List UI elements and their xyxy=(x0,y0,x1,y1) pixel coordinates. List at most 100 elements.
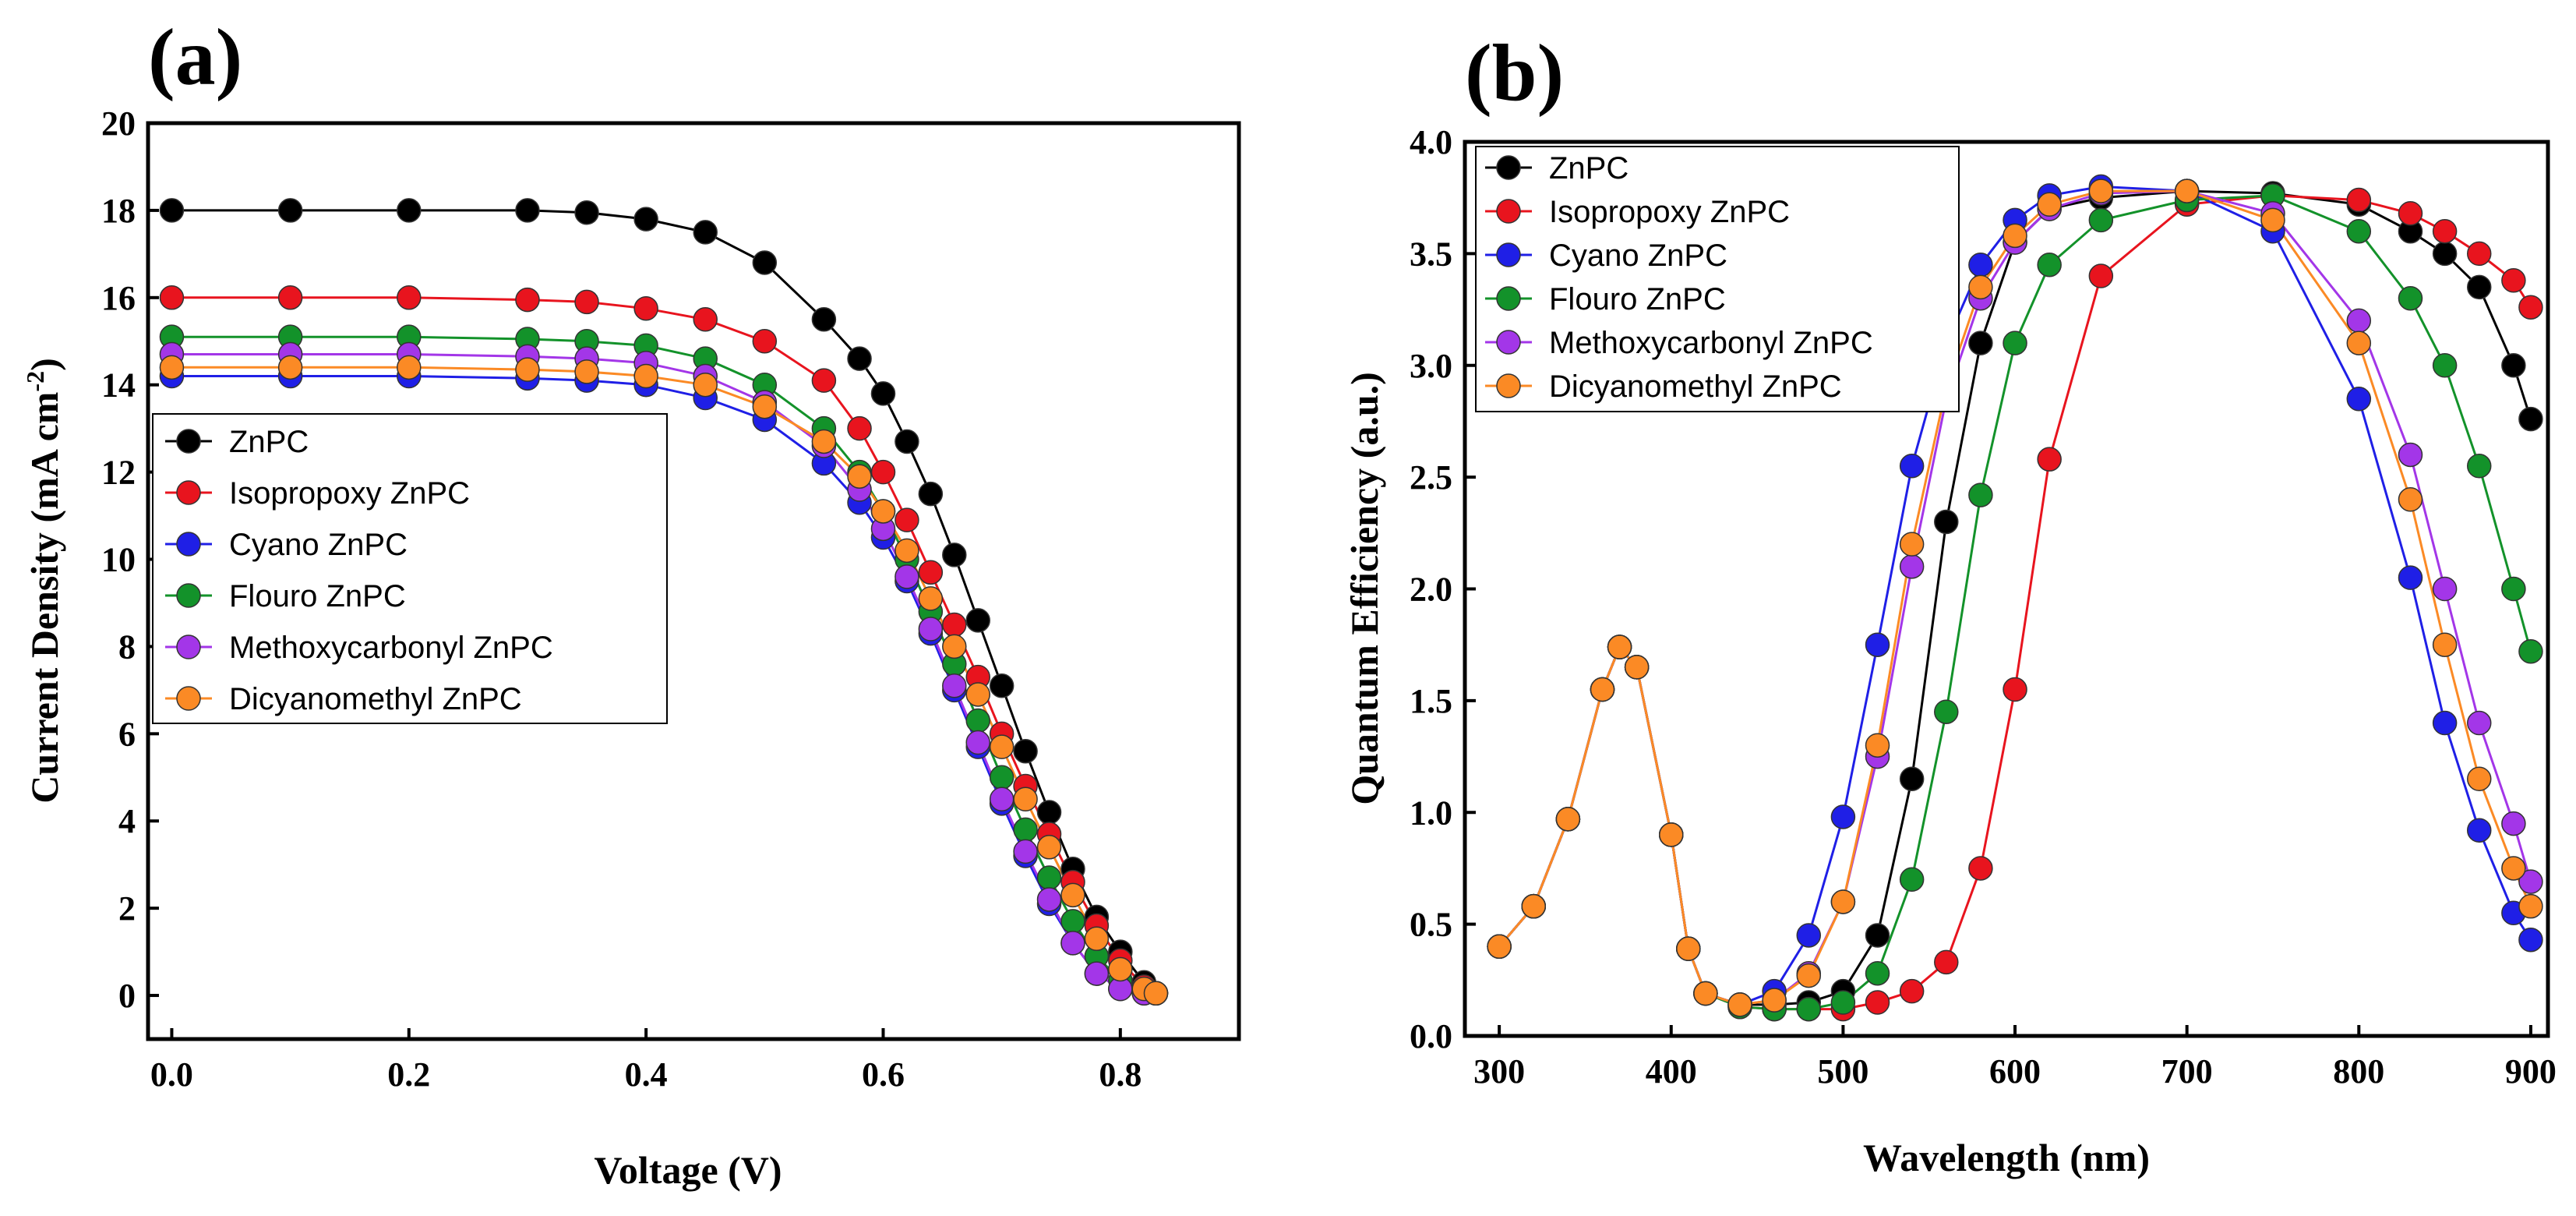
panel-b-data-point xyxy=(1968,274,1993,300)
panel-a-plot-frame xyxy=(146,121,1241,1041)
panel-a-data-point xyxy=(1060,931,1085,956)
panel-a-data-point xyxy=(574,359,599,384)
panel-b-label: (b) xyxy=(1465,28,1564,118)
panel-a-data-point xyxy=(633,363,658,389)
panel-b-legend-label: Isopropoxy ZnPC xyxy=(1549,195,1790,229)
panel-b-xlabel: Wavelength (nm) xyxy=(1863,1136,2150,1179)
panel-a-data-point xyxy=(1084,926,1110,952)
panel-a-ytick-label: 4 xyxy=(118,802,136,840)
panel-a-data-point xyxy=(752,250,778,275)
panel-a-xtick-label: 0.4 xyxy=(625,1055,668,1094)
panel-a-data-point xyxy=(633,207,658,232)
panel-b-data-point xyxy=(2466,274,2492,300)
panel-a-data-point xyxy=(1084,961,1110,986)
panel-a-xtick-label: 0.6 xyxy=(862,1055,905,1094)
panel-b-data-point xyxy=(2466,766,2492,791)
panel-a-ytick-label: 10 xyxy=(101,541,136,579)
panel-b-data-point xyxy=(1968,252,1993,277)
panel-a-legend: ZnPC Isopropoxy ZnPC Cyano ZnPC Flouro ZnPC… xyxy=(152,413,668,724)
panel-b-legend-box xyxy=(1475,146,1960,412)
panel-a: (a) 0.0 0.2 0.4 0.6 0.8 0 2 4 6 8 10 12 14 16 18 20 Vol… xyxy=(21,12,1241,1192)
panel-b-data-point xyxy=(2398,565,2423,590)
panel-b-data-point xyxy=(1762,988,1787,1013)
panel-a-data-point xyxy=(870,459,896,485)
panel-a-legend-marker xyxy=(176,429,201,454)
panel-b-data-point xyxy=(1555,807,1581,832)
panel-b-legend-label: Methoxycarbonyl ZnPC xyxy=(1549,326,1873,360)
panel-b-data-point xyxy=(1487,934,1512,960)
panel-a-data-point xyxy=(847,464,872,489)
panel-b-data-point xyxy=(2466,241,2492,267)
panel-a-data-point xyxy=(989,765,1015,790)
panel-b-data-point xyxy=(1968,331,1993,355)
panel-b-data-point xyxy=(2466,818,2492,843)
panel-b-data-point xyxy=(2003,677,2027,702)
panel-a-data-point xyxy=(870,381,896,406)
panel-b-data-point xyxy=(2398,442,2423,468)
panel-b-data-point xyxy=(2518,893,2543,919)
panel-a-data-point xyxy=(942,612,967,638)
panel-a-legend-marker xyxy=(176,686,201,711)
panel-b-data-point xyxy=(1830,990,1856,1015)
panel-a-data-point xyxy=(918,560,944,585)
panel-a-data-point xyxy=(1060,882,1085,908)
panel-b-series-line xyxy=(1498,189,2532,1006)
panel-b-ytick-label: 0.0 xyxy=(1410,1017,1452,1055)
panel-b-data-point xyxy=(2346,218,2372,244)
panel-b-data-point xyxy=(1659,822,1684,847)
panel-b-data-point xyxy=(2432,632,2458,657)
panel-a-data-point xyxy=(397,355,422,380)
panel-b-data-point xyxy=(2346,331,2372,355)
panel-b-data-point xyxy=(2037,252,2062,277)
panel-b-data-point xyxy=(1796,963,1822,988)
panel-b-data-point xyxy=(1865,632,1890,657)
panel-a-data-point xyxy=(965,730,990,755)
panel-b-data-point xyxy=(1865,733,1890,758)
panel-b-legend-label: Dicyanomethyl ZnPC xyxy=(1549,369,1842,404)
panel-a-legend-label: Isopropoxy ZnPC xyxy=(229,476,470,511)
panel-b-data-point xyxy=(1899,554,1925,579)
panel-b-data-point xyxy=(1968,856,1993,881)
panel-a-data-point xyxy=(515,357,540,382)
panel-b-legend-marker xyxy=(1496,330,1521,355)
panel-b-data-point xyxy=(2432,710,2458,736)
panel-a-data-point xyxy=(965,708,990,733)
panel-a-data-point xyxy=(811,307,837,332)
panel-a-data-point xyxy=(942,543,967,567)
panel-b-data-point xyxy=(2088,207,2114,233)
panel-a-data-point xyxy=(159,198,185,223)
panel-b-series xyxy=(1487,174,2543,1022)
panel-b-data-point xyxy=(1693,981,1718,1006)
panel-a-data-point xyxy=(633,296,658,321)
panel-a-legend-label: Cyano ZnPC xyxy=(229,528,408,562)
panel-a-data-point xyxy=(277,355,303,380)
panel-a-data-point xyxy=(752,329,778,354)
panel-a-data-point xyxy=(895,564,919,589)
panel-a-data-point xyxy=(1143,981,1169,1006)
panel-a-xtick-label: 0.8 xyxy=(1099,1055,1142,1094)
panel-b-data-point xyxy=(2432,218,2458,244)
panel-a-legend-box xyxy=(152,413,668,724)
panel-b-legend-marker xyxy=(1496,242,1521,267)
panel-a-data-point xyxy=(1036,865,1062,890)
panel-b-data-point xyxy=(1865,990,1890,1015)
panel-b-data-point xyxy=(2346,187,2372,213)
panel-a-ytick-label: 8 xyxy=(118,627,136,666)
panel-b-data-point xyxy=(2518,406,2543,432)
panel-a-data-point xyxy=(942,634,967,659)
panel-a-ytick-label: 20 xyxy=(101,104,136,143)
panel-b-legend-label: Cyano ZnPC xyxy=(1549,239,1727,273)
panel-a-data-point xyxy=(965,608,990,633)
panel-a-data-point xyxy=(1013,817,1038,843)
panel-a-data-point xyxy=(870,499,896,524)
panel-b-data-point xyxy=(1899,532,1925,557)
panel-a-ytick-label: 14 xyxy=(101,366,136,405)
panel-a-data-point xyxy=(693,372,718,398)
panel-a-data-point xyxy=(811,429,837,454)
panel-a-data-point xyxy=(752,394,778,419)
panel-b-data-point xyxy=(2346,308,2372,334)
panel-b-data-point xyxy=(2398,487,2423,512)
panel-a-data-point xyxy=(847,346,872,371)
panel-b-data-point xyxy=(2501,856,2526,881)
panel-a-ytick-label: 2 xyxy=(118,889,136,928)
